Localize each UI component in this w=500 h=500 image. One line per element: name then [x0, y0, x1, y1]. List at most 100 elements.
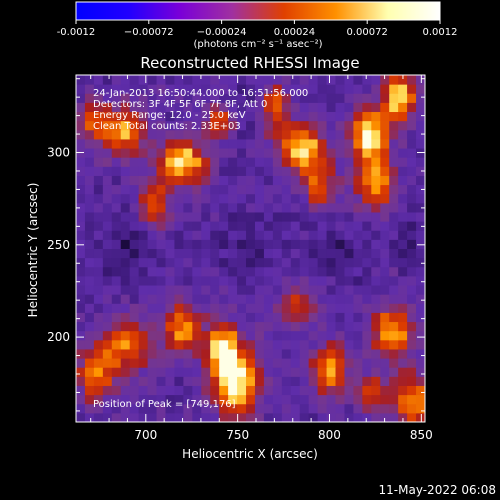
heatmap-cell	[76, 285, 86, 295]
heatmap-cell	[335, 303, 345, 313]
heatmap-cell	[326, 221, 337, 231]
heatmap-cell	[290, 111, 301, 122]
heatmap-cell	[290, 266, 301, 277]
heatmap-cell	[317, 75, 328, 85]
heatmap-cell	[308, 348, 319, 359]
heatmap-cell	[147, 75, 158, 85]
heatmap-cell	[84, 120, 95, 131]
heatmap-cell	[326, 266, 337, 277]
heatmap-cell	[84, 285, 95, 295]
heatmap-cell	[219, 239, 229, 249]
heatmap-cell	[398, 285, 408, 295]
heatmap-cell	[76, 138, 86, 149]
heatmap-cell	[335, 84, 345, 94]
heatmap-cell	[371, 394, 381, 405]
heatmap-cell	[272, 138, 283, 149]
heatmap-cell	[192, 339, 202, 350]
heatmap-cell	[389, 230, 399, 240]
heatmap-cell	[219, 120, 229, 131]
heatmap-cell	[380, 211, 390, 222]
heatmap-cell	[344, 275, 354, 286]
heatmap-cell	[308, 193, 319, 204]
heatmap-cell	[299, 275, 310, 286]
heatmap-cell	[219, 266, 229, 277]
heatmap-cell	[389, 184, 399, 195]
heatmap-cell	[201, 248, 211, 259]
heatmap-cell	[272, 412, 283, 422]
heatmap-cell	[353, 285, 363, 295]
heatmap-cell	[362, 385, 372, 396]
heatmap-cell	[326, 175, 337, 186]
heatmap-cell	[326, 102, 337, 113]
heatmap-cell	[407, 385, 417, 396]
heatmap-cell	[326, 202, 337, 213]
heatmap-cell	[237, 193, 247, 204]
heatmap-cell	[156, 257, 166, 268]
heatmap-cell	[254, 385, 265, 396]
heatmap-cell	[299, 294, 310, 304]
heatmap-cell	[308, 339, 319, 350]
heatmap-cell	[201, 120, 211, 131]
heatmap-cell	[272, 248, 283, 259]
heatmap-cell	[416, 321, 425, 332]
heatmap-cell	[290, 138, 301, 149]
heatmap-cell	[290, 257, 301, 268]
heatmap-cell	[76, 367, 86, 377]
heatmap-cell	[246, 157, 256, 167]
heatmap-cell	[263, 138, 274, 149]
heatmap-cell	[254, 157, 265, 167]
heatmap-cell	[353, 138, 363, 149]
heatmap-cell	[102, 221, 113, 231]
heatmap-cell	[111, 75, 122, 85]
heatmap-cell	[246, 102, 256, 113]
heatmap-cell	[299, 202, 310, 213]
heatmap-cell	[281, 211, 292, 222]
heatmap-cell	[308, 93, 319, 103]
heatmap-cell	[183, 230, 193, 240]
heatmap-cell	[407, 376, 417, 386]
heatmap-cell	[228, 239, 238, 249]
heatmap-cell	[138, 403, 149, 414]
heatmap-cell	[93, 394, 104, 405]
heatmap-cell	[120, 221, 131, 231]
heatmap-cell	[228, 120, 238, 131]
heatmap-cell	[389, 321, 399, 332]
heatmap-cell	[272, 221, 283, 231]
heatmap-cell	[156, 102, 166, 113]
heatmap-cell	[371, 102, 381, 113]
heatmap-cell	[308, 303, 319, 313]
heatmap-cell	[263, 358, 274, 368]
heatmap-cell	[290, 403, 301, 414]
heatmap-cell	[228, 339, 238, 350]
heatmap-cell	[201, 275, 211, 286]
heatmap-cell	[272, 93, 283, 103]
heatmap-cell	[129, 412, 140, 422]
heatmap-cell	[308, 102, 319, 113]
heatmap-cell	[407, 339, 417, 350]
heatmap-cell	[416, 193, 425, 204]
heatmap-cell	[254, 84, 265, 94]
heatmap-cell	[290, 211, 301, 222]
heatmap-cell	[353, 129, 363, 140]
heatmap-cell	[237, 303, 247, 313]
heatmap-cell	[174, 403, 184, 414]
heatmap-cell	[219, 84, 229, 94]
heatmap-cell	[281, 120, 292, 131]
heatmap-cell	[407, 102, 417, 113]
heatmap-cell	[326, 111, 337, 122]
heatmap-cell	[76, 412, 86, 422]
heatmap-cell	[290, 376, 301, 386]
heatmap-cell	[353, 211, 363, 222]
heatmap-cell	[380, 266, 390, 277]
heatmap-cell	[219, 129, 229, 140]
heatmap-cell	[210, 193, 220, 204]
heatmap-cell	[254, 330, 265, 341]
heatmap-cell	[371, 367, 381, 377]
heatmap-cell	[156, 157, 166, 167]
heatmap-cell	[147, 93, 158, 103]
heatmap-cell	[326, 230, 337, 240]
heatmap-cell	[246, 138, 256, 149]
heatmap-cell	[174, 275, 184, 286]
heatmap-cell	[308, 294, 319, 304]
heatmap-cell	[102, 303, 113, 313]
